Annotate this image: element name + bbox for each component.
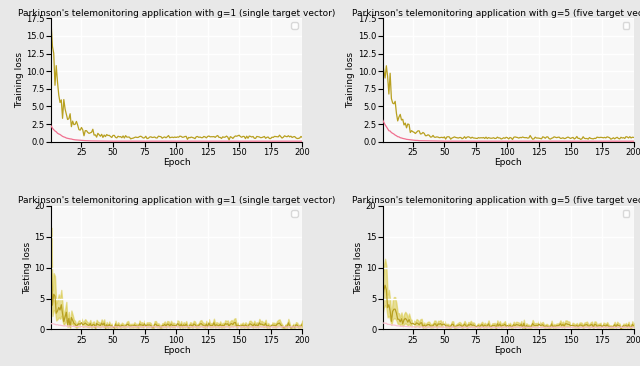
Legend:  (291, 210, 298, 217)
X-axis label: Epoch: Epoch (494, 158, 522, 167)
Title: Parkinson's telemonitoring application with g=5 (five target vectors): Parkinson's telemonitoring application w… (352, 196, 640, 205)
Title: Parkinson's telemonitoring application with g=1 (single target vector): Parkinson's telemonitoring application w… (18, 196, 335, 205)
Y-axis label: Training loss: Training loss (346, 52, 355, 108)
X-axis label: Epoch: Epoch (494, 346, 522, 355)
Legend:  (623, 210, 629, 217)
X-axis label: Epoch: Epoch (163, 346, 191, 355)
Title: Parkinson's telemonitoring application with g=1 (single target vector): Parkinson's telemonitoring application w… (18, 8, 335, 18)
Y-axis label: Testing loss: Testing loss (22, 242, 31, 294)
Y-axis label: Training loss: Training loss (15, 52, 24, 108)
Y-axis label: Testing loss: Testing loss (354, 242, 363, 294)
Legend:  (623, 22, 629, 29)
X-axis label: Epoch: Epoch (163, 158, 191, 167)
Legend:  (291, 22, 298, 29)
Title: Parkinson's telemonitoring application with g=5 (five target vectors): Parkinson's telemonitoring application w… (352, 8, 640, 18)
